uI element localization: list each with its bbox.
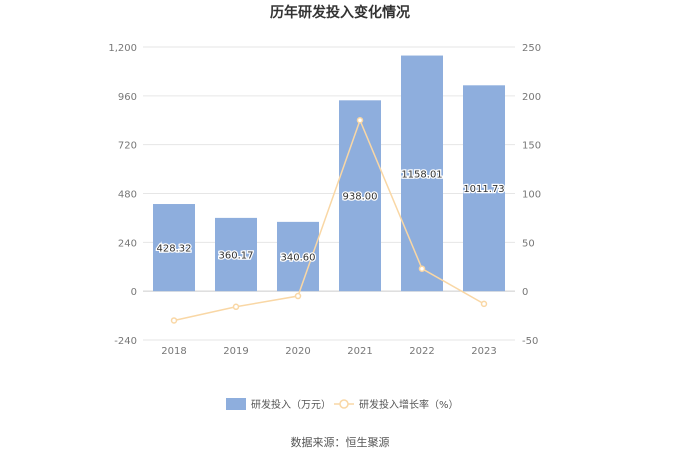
y-right-tick-label: 50 bbox=[522, 238, 535, 249]
y-right-tick-label: -50 bbox=[522, 336, 538, 347]
data-source: 数据来源：恒生聚源 bbox=[291, 435, 390, 449]
bar bbox=[215, 217, 257, 292]
chart-title: 历年研发投入变化情况 bbox=[270, 4, 410, 21]
y-right-tick-label: 250 bbox=[522, 43, 541, 54]
bar bbox=[339, 100, 381, 292]
bar-value-label: 1158.01 bbox=[401, 169, 442, 180]
legend-bar-label: 研发投入（万元） bbox=[251, 398, 331, 411]
x-tick-label: 2021 bbox=[347, 346, 372, 357]
legend-bar-swatch bbox=[226, 398, 246, 410]
x-tick-label: 2018 bbox=[161, 346, 186, 357]
bar bbox=[463, 85, 505, 292]
x-tick-label: 2020 bbox=[285, 346, 310, 357]
line-point bbox=[480, 300, 488, 308]
bar-value-label-halo: 1158.01 bbox=[401, 169, 442, 180]
legend-line-marker bbox=[339, 399, 349, 409]
x-tick-label: 2022 bbox=[409, 346, 434, 357]
y-left-tick-label: 720 bbox=[118, 141, 137, 152]
y-left-tick-label: 240 bbox=[118, 238, 137, 249]
bar-value-label: 428.32 bbox=[157, 244, 192, 255]
line-point bbox=[356, 117, 364, 124]
bar-value-label-halo: 428.32 bbox=[157, 244, 192, 255]
line-point bbox=[170, 317, 178, 324]
bar-value-label-halo: 340.60 bbox=[281, 253, 316, 264]
bar-value-label-halo: 360.17 bbox=[219, 251, 254, 262]
y-right-tick-label: 100 bbox=[522, 190, 541, 201]
grid-lines bbox=[143, 46, 515, 341]
y-left-tick-label: -240 bbox=[114, 336, 137, 347]
x-tick-label: 2023 bbox=[471, 346, 496, 357]
line-series bbox=[170, 117, 488, 324]
y-right-tick-label: 0 bbox=[522, 287, 528, 298]
bar-value-label: 340.60 bbox=[281, 253, 316, 264]
y-left-tick-label: 1,200 bbox=[108, 43, 137, 54]
y-right-tick-label: 200 bbox=[522, 92, 541, 103]
line-point bbox=[294, 292, 302, 300]
y-left-tick-label: 480 bbox=[118, 190, 137, 201]
legend: 研发投入（万元） 研发投入增长率（%） bbox=[226, 398, 459, 411]
line-point bbox=[418, 265, 426, 272]
bar-value-label: 938.00 bbox=[343, 192, 378, 203]
y-left-tick-label: 0 bbox=[131, 287, 137, 298]
legend-line-label: 研发投入增长率（%） bbox=[359, 398, 459, 411]
axis-labels: -240 0 240 480 720 960 1,200 -50 0 50 100 150 200 250… bbox=[108, 43, 541, 357]
bar bbox=[401, 55, 443, 292]
bar bbox=[153, 204, 195, 292]
bar-value-label-halo: 938.00 bbox=[343, 192, 378, 203]
bar-value-label: 360.17 bbox=[219, 251, 254, 262]
y-right-tick-label: 150 bbox=[522, 141, 541, 152]
growth-line bbox=[173, 118, 485, 322]
bar-series bbox=[153, 55, 505, 292]
bar-value-label-halo: 1011.73 bbox=[463, 184, 504, 195]
bar-value-label: 1011.73 bbox=[463, 184, 504, 195]
line-point bbox=[232, 303, 240, 311]
x-tick-label: 2019 bbox=[223, 346, 248, 357]
y-left-tick-label: 960 bbox=[118, 92, 137, 103]
